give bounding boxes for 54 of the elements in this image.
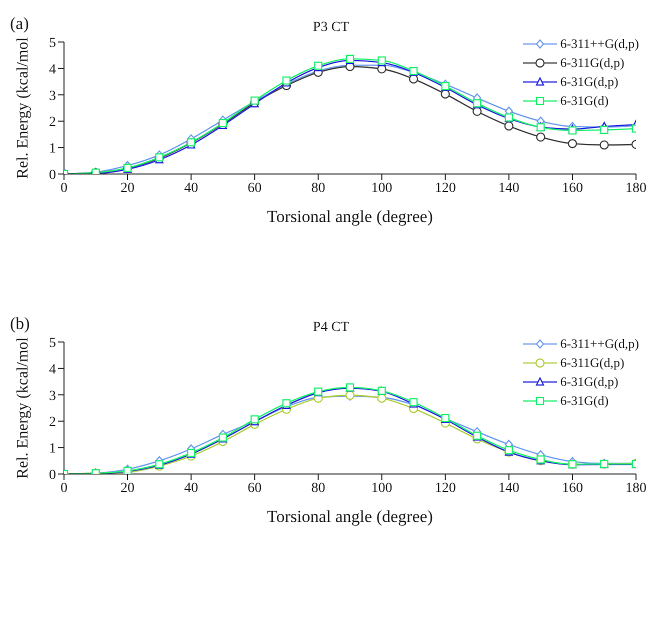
x-axis-title: Torsional angle (degree) — [267, 207, 433, 226]
point — [568, 139, 578, 148]
legend-label: 6-311G(d,p) — [560, 354, 624, 372]
y-tick-label: 2 — [49, 115, 56, 130]
text: (b) — [10, 314, 30, 334]
point — [600, 140, 609, 150]
point — [600, 126, 608, 134]
y-tick-label: 3 — [49, 88, 56, 104]
x-tick-label: 0 — [60, 480, 68, 496]
y-tick-label: 4 — [49, 62, 56, 78]
legend-label: 6-311++G(d,p) — [560, 335, 639, 353]
y-tick-label: 5 — [49, 36, 56, 51]
y-tick-label: 1 — [49, 142, 56, 157]
y-tick-label: 2 — [49, 415, 56, 430]
x-tick-label: 140 — [498, 480, 520, 496]
x-tick-label: 180 — [626, 480, 646, 496]
point — [504, 121, 514, 131]
x-tick-label: 20 — [120, 180, 135, 196]
y-axis-title: Rel. Energy (kcal/mol — [14, 36, 32, 179]
x-tick-label: 180 — [626, 180, 646, 196]
x-tick-label: 140 — [498, 180, 520, 196]
legend-label: 6-31G(d,p) — [560, 373, 618, 391]
x-tick-label: 160 — [562, 180, 583, 196]
y-tick-label: 0 — [49, 168, 56, 183]
y-tick-label: 3 — [49, 388, 56, 404]
x-axis-title: Torsional angle (degree) — [267, 507, 433, 526]
y-tick-label: 0 — [49, 468, 56, 483]
x-tick-label: 80 — [311, 180, 326, 196]
x-tick-label: 80 — [311, 480, 326, 496]
chart-title: P4 CT — [312, 320, 350, 335]
x-tick-label: 0 — [60, 180, 68, 196]
y-tick-label: 1 — [49, 442, 56, 457]
legend-label: 6-31G(d,p) — [560, 73, 618, 91]
y-axis-title: Rel. Energy (kcal/mol — [14, 336, 32, 479]
x-tick-label: 100 — [371, 480, 392, 496]
point — [568, 126, 577, 135]
x-tick-label: 40 — [184, 480, 198, 496]
legend-label: 6-31G(d) — [560, 92, 609, 110]
text: (a) — [10, 14, 29, 34]
y-tick-label: 4 — [49, 362, 56, 378]
x-tick-label: 40 — [184, 180, 198, 196]
chart-title: P3 CT — [312, 20, 350, 35]
legend-label: 6-311++G(d,p) — [560, 35, 639, 53]
x-tick-label: 20 — [120, 480, 135, 496]
x-tick-label: 60 — [248, 480, 262, 496]
x-tick-label: 160 — [562, 480, 583, 496]
y-tick-label: 5 — [49, 336, 56, 351]
x-tick-label: 120 — [434, 180, 456, 196]
point — [536, 132, 546, 142]
legend-label: 6-31G(d) — [560, 392, 609, 410]
x-tick-label: 120 — [434, 480, 456, 496]
x-tick-label: 60 — [248, 180, 262, 196]
legend-label: 6-311G(d,p) — [560, 54, 624, 72]
x-tick-label: 100 — [371, 180, 392, 196]
